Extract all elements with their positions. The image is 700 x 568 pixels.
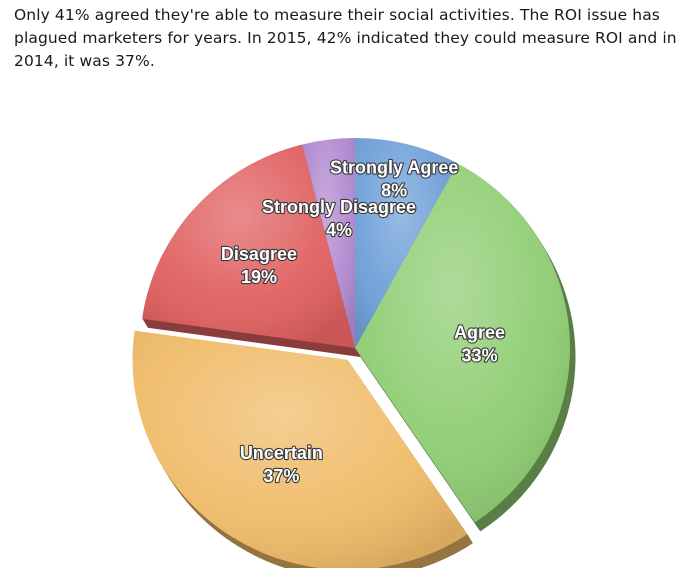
pie-label-layer: Strongly Agree 8% Agree 33% Uncertain 37% Disa… [220,156,506,487]
pie-label-uncertain: Uncertain [240,443,323,463]
pie-slice-shine-agree [355,163,571,523]
pie-slice-shine-strongly-agree [355,138,458,348]
pie-value-strongly-disagree: 4% [326,220,352,240]
pie-label-strongly-disagree: Strongly Disagree [262,197,416,217]
pie-slice-layer [132,138,571,568]
pie-value-strongly-agree: 8% [381,180,407,200]
pie-label-agree: Agree [454,322,505,342]
pie-slice-shine-strongly-disagree [302,138,355,348]
pie-value-agree: 33% [462,345,498,365]
pie-slice-shine-disagree [142,144,355,348]
pie-label-strongly-agree: Strongly Agree [330,157,458,177]
intro-paragraph: Only 41% agreed they're able to measure … [14,6,677,70]
pie-value-disagree: 19% [241,267,277,287]
pie-label-disagree: Disagree [221,244,297,264]
pie-value-uncertain: 37% [263,466,299,486]
pie-slice-shine-uncertain [132,330,468,568]
